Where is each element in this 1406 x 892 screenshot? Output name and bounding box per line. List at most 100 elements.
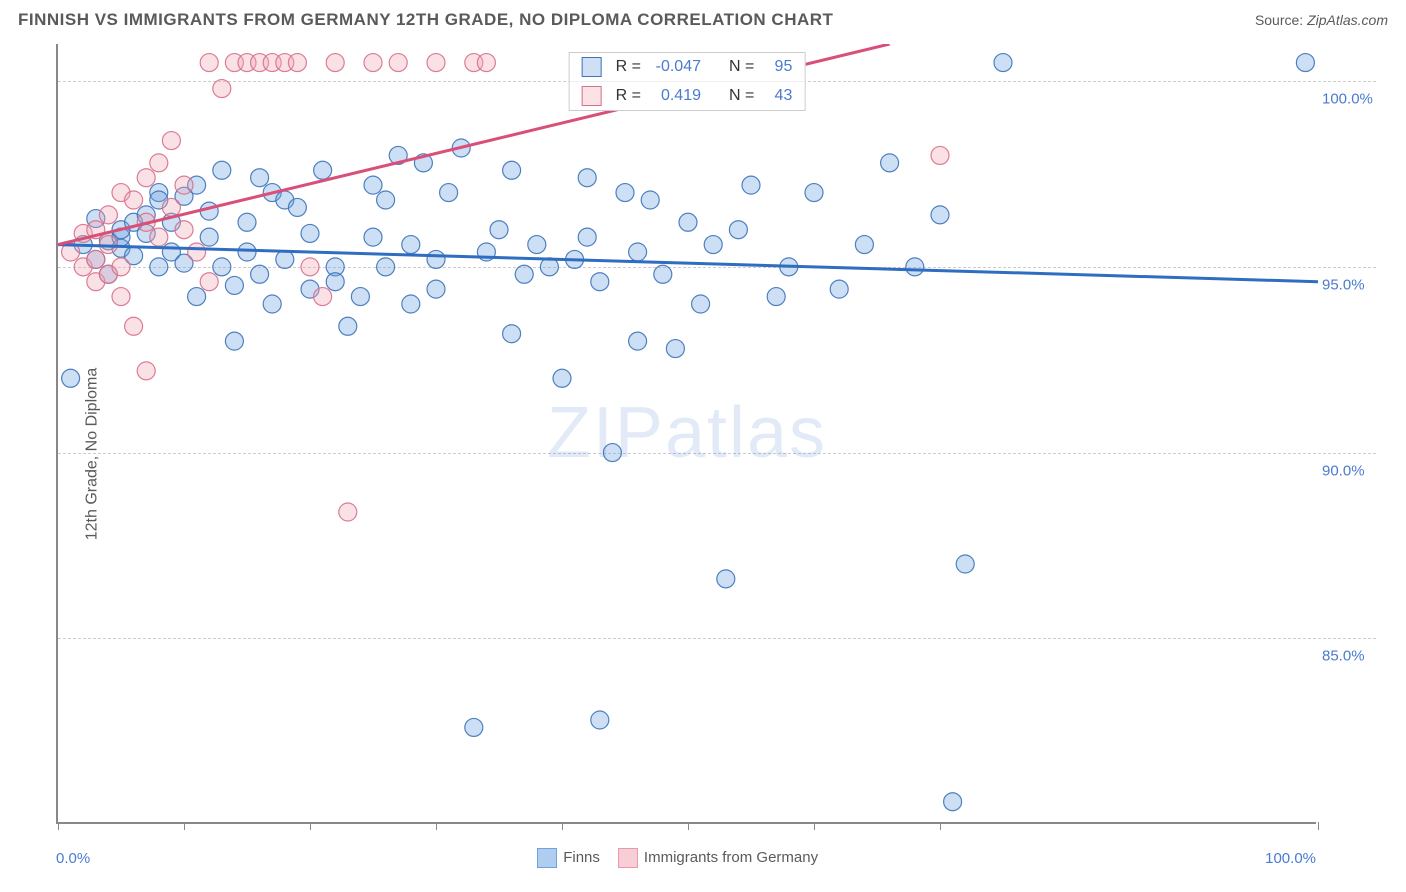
scatter-point (364, 176, 382, 194)
scatter-point (238, 243, 256, 261)
scatter-point (692, 295, 710, 313)
scatter-point (162, 198, 180, 216)
scatter-point (427, 250, 445, 268)
scatter-point (339, 317, 357, 335)
scatter-point (137, 362, 155, 380)
scatter-point (87, 250, 105, 268)
source-name: ZipAtlas.com (1307, 12, 1388, 28)
scatter-point (704, 236, 722, 254)
correlation-stats-legend: R =-0.047N =95R =0.419N =43 (569, 52, 806, 111)
source-prefix: Source: (1255, 12, 1303, 28)
scatter-point (276, 250, 294, 268)
stats-row: R =-0.047N =95 (570, 53, 805, 81)
scatter-point (603, 444, 621, 462)
scatter-point (427, 280, 445, 298)
scatter-point (805, 184, 823, 202)
chart-title: FINNISH VS IMMIGRANTS FROM GERMANY 12TH … (18, 10, 833, 30)
legend-item: Immigrants from Germany (618, 848, 818, 868)
scatter-point (540, 258, 558, 276)
scatter-point (591, 273, 609, 291)
scatter-point (477, 54, 495, 72)
scatter-point (830, 280, 848, 298)
y-tick-label: 90.0% (1322, 462, 1392, 479)
scatter-point (200, 273, 218, 291)
stats-n-label: N = (729, 58, 754, 76)
scatter-point (402, 295, 420, 313)
scatter-point (225, 332, 243, 350)
scatter-point (314, 161, 332, 179)
stats-r-label: R = (616, 87, 641, 105)
x-tick (1318, 822, 1319, 830)
y-tick-label: 85.0% (1322, 648, 1392, 665)
scatter-point (225, 276, 243, 294)
scatter-point (553, 369, 571, 387)
legend-swatch (537, 848, 557, 868)
stats-n-label: N = (729, 87, 754, 105)
scatter-point (263, 295, 281, 313)
scatter-point (162, 132, 180, 150)
scatter-point (956, 555, 974, 573)
scatter-point (477, 243, 495, 261)
scatter-point (931, 206, 949, 224)
plot-area: ZIPatlas R =-0.047N =95R =0.419N =43 100… (56, 44, 1316, 824)
scatter-point (503, 325, 521, 343)
scatter-point (150, 228, 168, 246)
legend-label: Immigrants from Germany (644, 849, 818, 866)
scatter-point (931, 146, 949, 164)
stats-row: R = 0.419 N = 43 (570, 81, 805, 110)
scatter-point (414, 154, 432, 172)
legend-label: Finns (563, 849, 600, 866)
scatter-point (175, 176, 193, 194)
scatter-point (112, 258, 130, 276)
scatter-point (99, 236, 117, 254)
scatter-point (137, 213, 155, 231)
chart-header: FINNISH VS IMMIGRANTS FROM GERMANY 12TH … (0, 0, 1406, 34)
scatter-point (994, 54, 1012, 72)
scatter-point (427, 54, 445, 72)
stats-n-value: 43 (762, 87, 792, 105)
scatter-point (402, 236, 420, 254)
scatter-point (137, 169, 155, 187)
scatter-point (326, 54, 344, 72)
scatter-point (238, 213, 256, 231)
scatter-point (717, 570, 735, 588)
scatter-point (616, 184, 634, 202)
scatter-point (62, 369, 80, 387)
scatter-point (578, 169, 596, 187)
scatter-point (301, 224, 319, 242)
scatter-point (452, 139, 470, 157)
stats-r-label: R = (616, 58, 641, 76)
scatter-point (641, 191, 659, 209)
scatter-point (654, 265, 672, 283)
scatter-point (528, 236, 546, 254)
scatter-point (944, 793, 962, 811)
scatter-point (351, 288, 369, 306)
scatter-point (62, 243, 80, 261)
x-axis-start-label: 0.0% (56, 850, 90, 867)
scatter-point (666, 340, 684, 358)
scatter-point (629, 332, 647, 350)
scatter-point (389, 146, 407, 164)
scatter-point (251, 265, 269, 283)
y-tick-label: 95.0% (1322, 276, 1392, 293)
scatter-point (188, 243, 206, 261)
scatter-point (629, 243, 647, 261)
stats-r-value: 0.419 (649, 87, 701, 105)
scatter-point (175, 221, 193, 239)
scatter-point (112, 288, 130, 306)
scatter-point (314, 288, 332, 306)
scatter-point (188, 288, 206, 306)
scatter-point (377, 258, 395, 276)
scatter-point (213, 80, 231, 98)
scatter-point (490, 221, 508, 239)
scatter-point (578, 228, 596, 246)
scatter-point (125, 317, 143, 335)
scatter-point (1296, 54, 1314, 72)
scatter-point (200, 54, 218, 72)
scatter-point (855, 236, 873, 254)
scatter-point (465, 718, 483, 736)
scatter-point (326, 273, 344, 291)
scatter-point (503, 161, 521, 179)
scatter-point (150, 154, 168, 172)
scatter-point (213, 258, 231, 276)
